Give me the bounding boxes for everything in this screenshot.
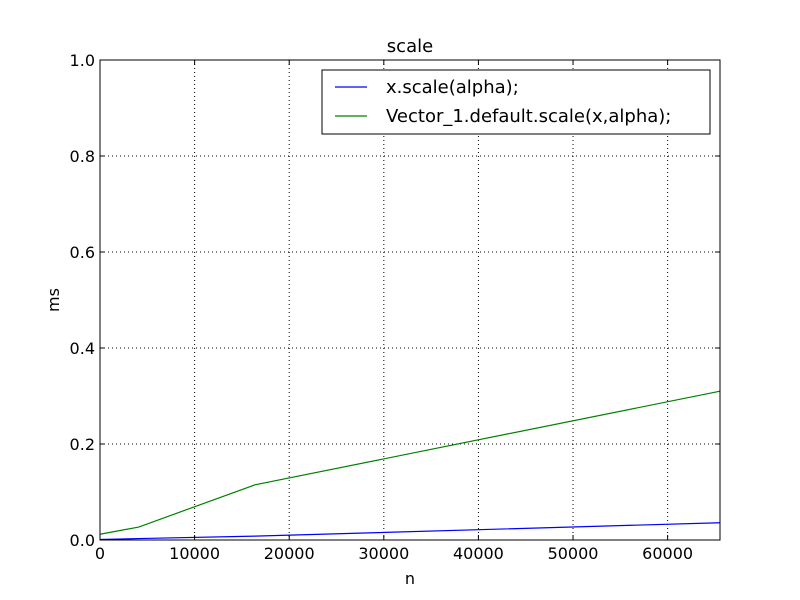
y-tick-label: 0.2 bbox=[70, 435, 95, 454]
x-tick-label: 50000 bbox=[548, 544, 599, 563]
chart-title: scale bbox=[387, 36, 433, 57]
ticks: 0 10000 20000 30000 40000 50000 60000 0.0 0.2 0.4… bbox=[70, 51, 720, 563]
x-tick-label: 10000 bbox=[169, 544, 220, 563]
series-line-1 bbox=[99, 522, 721, 541]
plot-frame bbox=[99, 59, 721, 541]
y-tick-label: 0.6 bbox=[70, 243, 95, 262]
grid bbox=[100, 60, 720, 540]
y-tick-label: 0.8 bbox=[70, 147, 95, 166]
x-tick-label: 60000 bbox=[642, 544, 693, 563]
legend-frame bbox=[321, 69, 711, 135]
plot-background bbox=[100, 60, 720, 540]
series-line-2 bbox=[99, 390, 721, 535]
legend-label-2: Vector_1.default.scale(x,alpha); bbox=[386, 106, 671, 127]
x-tick-label: 20000 bbox=[264, 544, 315, 563]
y-tick-label: 0.4 bbox=[70, 339, 95, 358]
legend: x.scale(alpha); Vector_1.default.scale(x,… bbox=[321, 69, 711, 135]
x-axis-label: n bbox=[405, 569, 415, 588]
y-axis-label: ms bbox=[44, 288, 63, 312]
series-layer bbox=[99, 390, 721, 541]
x-tick-label: 30000 bbox=[358, 544, 409, 563]
y-tick-label: 1.0 bbox=[70, 51, 95, 70]
x-tick-label: 0 bbox=[95, 544, 105, 563]
legend-label-1: x.scale(alpha); bbox=[386, 77, 519, 98]
y-tick-label: 0.0 bbox=[70, 531, 95, 550]
x-tick-label: 40000 bbox=[453, 544, 504, 563]
